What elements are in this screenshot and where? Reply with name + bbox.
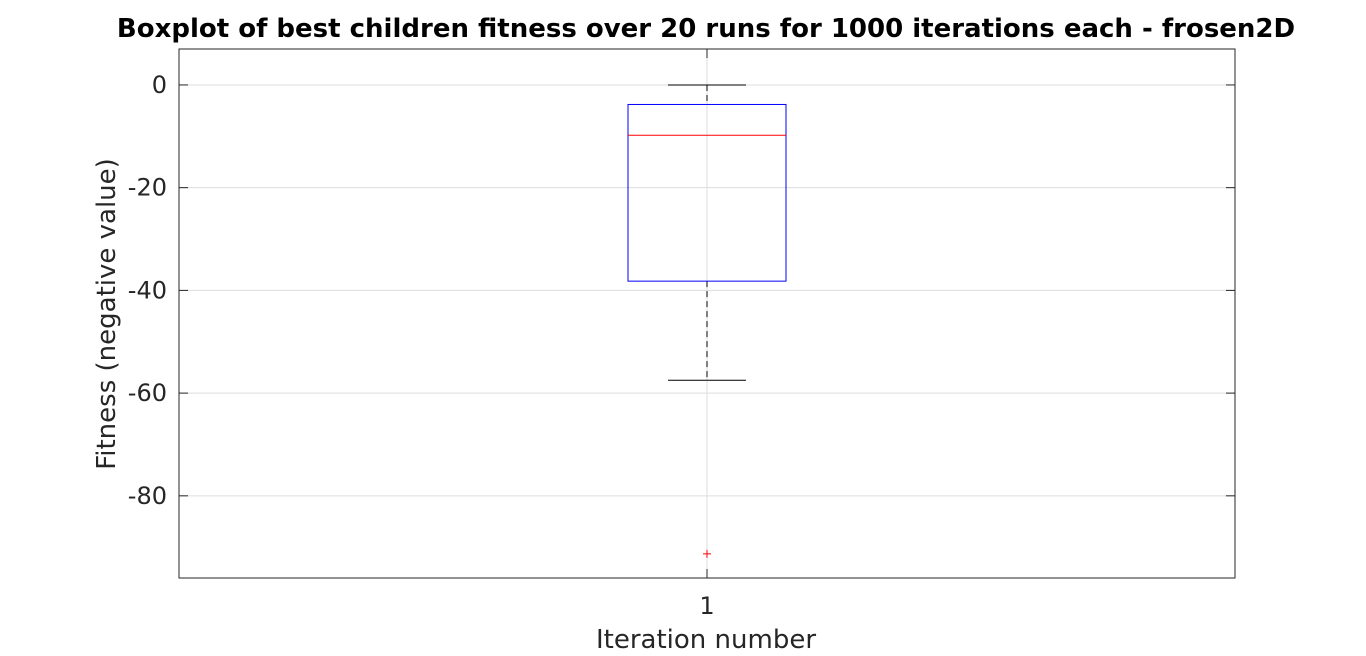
box-layer xyxy=(627,84,787,558)
y-tick-label: 0 xyxy=(152,71,167,99)
y-axis-label: Fitness (negative value) xyxy=(92,158,122,470)
outlier-marker xyxy=(703,549,711,558)
y-tick-label: -60 xyxy=(128,379,167,407)
x-tick-label: 1 xyxy=(699,592,714,620)
box-group xyxy=(627,84,787,558)
chart-title: Boxplot of best children fitness over 20… xyxy=(117,14,1295,44)
y-tick-label: -40 xyxy=(128,276,167,304)
y-tick-label: -20 xyxy=(128,174,167,202)
axis-ticks: 0 -20 -40 -60 -80 1 xyxy=(128,49,1235,620)
interquartile-box xyxy=(627,103,787,282)
y-tick-label: -80 xyxy=(128,482,167,510)
x-axis-label: Iteration number xyxy=(596,625,816,655)
